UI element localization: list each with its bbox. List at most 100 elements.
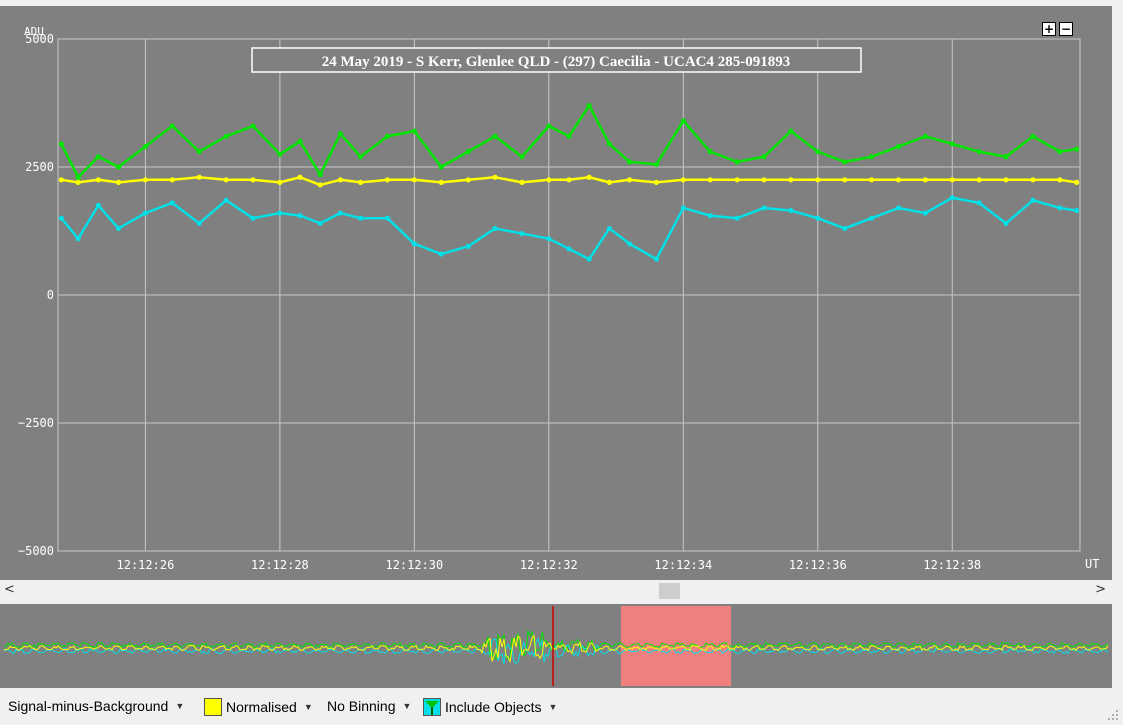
include-objects-dropdown[interactable]: Include Objects ▼ [423,698,557,716]
data-point [297,138,303,144]
data-point [653,256,660,262]
data-point [815,215,821,221]
normalised-color-swatch-icon [204,698,222,716]
data-point [976,200,982,206]
data-point [586,256,592,262]
data-point [680,205,686,211]
data-point [1003,220,1009,226]
title-box [251,47,862,73]
data-point [519,179,525,185]
dropdown-arrow-icon: ▼ [402,701,412,711]
scroll-thumb[interactable] [659,583,680,599]
data-point [58,141,64,147]
binning-dropdown[interactable]: No Binning ▼ [327,698,411,714]
data-point [411,128,417,134]
data-point [895,143,902,150]
data-point [653,179,660,185]
data-point [95,177,101,183]
data-point [707,177,713,183]
data-point [438,164,444,170]
data-point [1074,179,1080,185]
data-point [357,179,364,185]
data-point [317,220,323,226]
mode-label: Signal-minus-Background [8,698,169,714]
data-point [788,128,794,134]
data-point [1030,133,1036,139]
normalised-label: Normalised [226,699,297,715]
x-tick-label: 12:12:38 [923,558,981,572]
data-point [519,230,525,237]
right-border [1112,6,1123,580]
series-line [61,175,1077,187]
data-point [169,200,175,206]
y-tick-labels: 5000 2500 0 −2500 −5000 [18,32,54,558]
data-point [1057,149,1063,155]
data-point [169,177,175,183]
data-point [626,159,633,165]
data-point [868,177,875,183]
x-unit-label: UT [1085,557,1099,571]
data-point [337,131,343,137]
data-point [384,133,391,139]
data-point [438,179,444,185]
data-point [223,197,229,203]
data-point [566,177,572,183]
data-point [895,205,902,211]
data-point [317,172,323,178]
normalised-dropdown[interactable]: Normalised ▼ [204,698,313,716]
light-curve-plot[interactable]: ADU UT 5000 2500 0 −2500 −5000 12:12:26 12:12… [0,6,1112,580]
horizontal-scrollbar[interactable]: < > [0,580,1112,602]
data-point [357,215,364,221]
x-tick-label: 12:12:26 [117,558,175,572]
data-point [223,177,229,183]
data-point [115,164,122,170]
data-point [949,141,955,147]
data-point [297,213,303,219]
data-point [976,149,982,155]
data-point [922,177,928,183]
data-point [277,210,283,216]
x-tick-label: 12:12:30 [385,558,443,572]
overview-selection [621,606,731,686]
data-point [868,154,875,160]
data-point [734,159,740,165]
data-point [438,251,444,257]
data-point [58,177,64,183]
data-point [566,133,572,139]
data-point [277,151,283,157]
data-point [1003,177,1009,183]
data-point [465,177,471,183]
data-point [868,215,875,221]
data-point [586,174,592,180]
data-point [519,154,525,160]
data-point [492,133,498,139]
resize-grip-icon[interactable] [1107,709,1119,721]
scroll-left-arrow-icon[interactable]: < [4,582,15,597]
dropdown-arrow-icon: ▼ [303,702,313,712]
data-point [142,177,149,183]
data-point [788,177,794,183]
overview-strip[interactable] [0,604,1112,688]
series-line [60,196,1077,261]
data-point [492,174,498,180]
x-tick-label: 12:12:32 [520,558,578,572]
mode-dropdown[interactable]: Signal-minus-Background ▼ [8,698,184,714]
data-point [842,159,848,165]
data-point [680,118,686,124]
data-point [586,102,592,109]
zoom-out-button[interactable]: − [1059,22,1073,36]
data-point [75,174,81,180]
include-objects-label: Include Objects [445,699,542,715]
data-point [492,225,498,232]
data-point [1074,207,1080,214]
data-point [606,179,612,185]
x-tick-label: 12:12:28 [251,558,309,572]
data-point [626,177,633,183]
chart-title: 24 May 2019 - S Kerr, Glenlee QLD - (297… [322,54,791,70]
zoom-in-button[interactable]: + [1042,22,1056,36]
data-point [949,177,955,183]
data-point [196,149,202,155]
data-point [1030,197,1036,203]
scroll-right-arrow-icon[interactable]: > [1095,582,1106,597]
